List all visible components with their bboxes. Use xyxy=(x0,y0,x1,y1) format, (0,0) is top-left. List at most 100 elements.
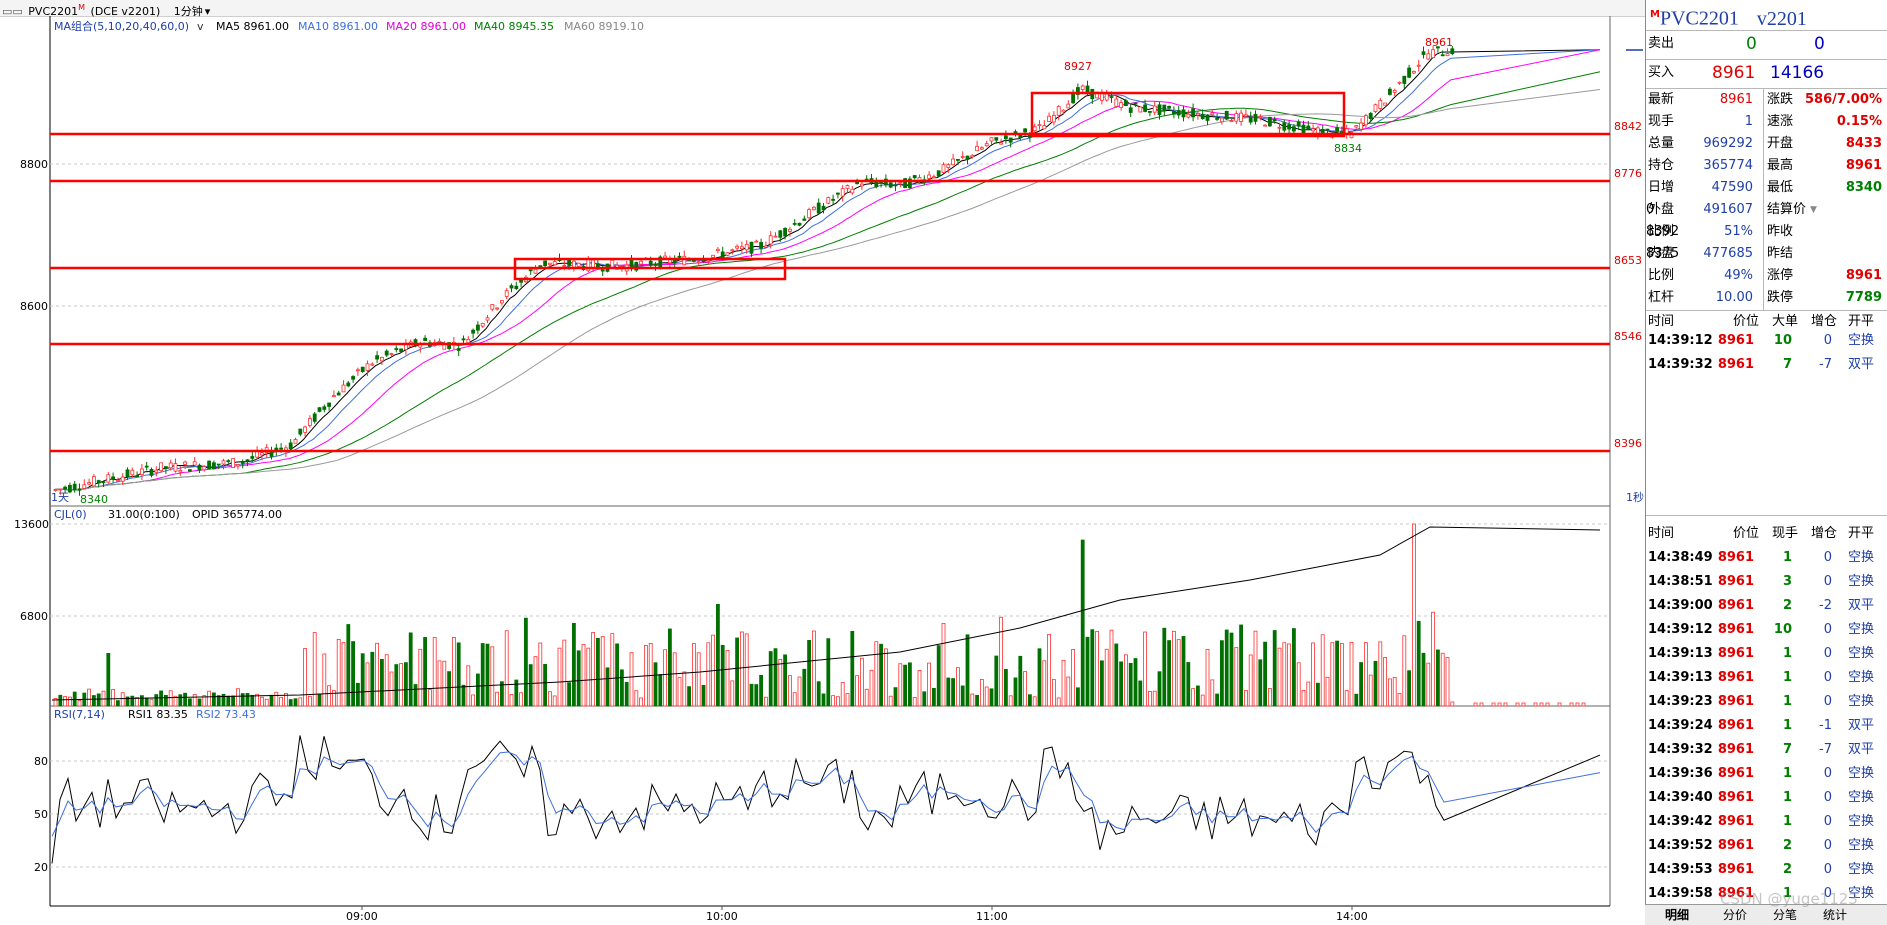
quote-field-value: 969292 xyxy=(1703,136,1753,151)
table-row[interactable]: 14:39:00 8961 2 -2 双平 xyxy=(1646,594,1887,618)
table-row[interactable]: 14:39:53 8961 2 0 空换 xyxy=(1646,858,1887,882)
volume-bar xyxy=(1056,697,1061,707)
volume-bar xyxy=(1220,640,1224,707)
candle-body xyxy=(250,456,255,459)
day-period-label: 1天 xyxy=(51,491,69,504)
hline-label: 8842 xyxy=(1614,120,1642,133)
consolidation-box[interactable] xyxy=(1030,91,1346,138)
volume-bar xyxy=(552,695,557,707)
volume-bar xyxy=(1224,629,1229,707)
column-header: 开平 xyxy=(1848,526,1875,541)
quote-field-label: 杠杆 xyxy=(1648,290,1675,305)
candle-body xyxy=(648,260,653,266)
table-cell: 1 xyxy=(1782,550,1792,565)
tab-trades[interactable]: 分笔 xyxy=(1773,908,1798,922)
volume-bar xyxy=(192,693,197,707)
volume-bar xyxy=(663,649,667,707)
table-row[interactable]: 14:39:52 8961 2 0 空换 xyxy=(1646,834,1887,858)
table-row[interactable]: 14:39:24 8961 1 -1 双平 xyxy=(1646,714,1887,738)
table-row[interactable]: 14:38:49 8961 1 0 空换 xyxy=(1646,546,1887,570)
title-bar: ▭▭ PVC2201M (DCE v2201) 1分钟 ▾ xyxy=(0,0,1645,18)
vol-axis-label: 13600 xyxy=(14,518,49,531)
table-cell: 1 xyxy=(1782,766,1792,781)
candle-body xyxy=(984,143,989,147)
volume-bar xyxy=(533,656,538,707)
chevron-down-icon[interactable]: ▼ xyxy=(1810,205,1817,215)
table-row[interactable]: 14:39:13 8961 1 0 空换 xyxy=(1646,642,1887,666)
quote-field-label: 涨停 xyxy=(1767,268,1794,283)
main-chart[interactable]: MA组合(5,10,20,40,60,0) v MA5 8961.00 MA10… xyxy=(0,16,1645,924)
volume-bar xyxy=(1095,631,1099,707)
candle-body xyxy=(792,223,797,225)
hline-label: 8396 xyxy=(1614,437,1642,450)
volume-bar xyxy=(548,691,552,707)
sell-row: 卖出 0 0 xyxy=(1646,33,1887,55)
candle-body xyxy=(1119,102,1123,108)
rsi1-label: RSI1 83.35 xyxy=(128,708,188,721)
candle-body xyxy=(1023,128,1027,133)
candle-body xyxy=(360,366,365,373)
volume-bar xyxy=(908,662,912,707)
candle-body xyxy=(1037,124,1042,127)
table-cell: 8961 xyxy=(1717,814,1754,829)
period-selector[interactable]: 1分钟 xyxy=(173,4,203,18)
table-row[interactable]: 14:39:42 8961 1 0 空换 xyxy=(1646,810,1887,834)
volume-bar xyxy=(576,650,581,707)
column-header: 增仓 xyxy=(1811,314,1838,329)
candle-body xyxy=(912,175,917,179)
vol-indicator-label[interactable]: CJL(0) xyxy=(54,508,87,521)
volume-bar xyxy=(826,638,831,707)
volume-bar xyxy=(812,630,816,707)
candle-body xyxy=(1191,108,1195,118)
table-cell: 8961 xyxy=(1717,670,1754,685)
tab-stats[interactable]: 统计 xyxy=(1823,908,1848,922)
tab-detail[interactable]: 明细 xyxy=(1665,908,1690,922)
table-row[interactable]: 14:39:12 8961 10 0 空换 xyxy=(1646,618,1887,642)
volume-bar xyxy=(850,630,855,707)
table-row[interactable]: 14:38:51 8961 3 0 空换 xyxy=(1646,570,1887,594)
candle-body xyxy=(288,442,293,450)
chevron-down-icon[interactable]: ▾ xyxy=(204,4,211,18)
candle-body xyxy=(327,402,332,407)
volume-bar xyxy=(1335,640,1339,707)
chevron-down-icon[interactable]: v xyxy=(197,20,204,33)
candle-body xyxy=(197,464,202,471)
candle-body xyxy=(1311,128,1315,132)
column-header: 价位 xyxy=(1733,526,1760,541)
volume-bar xyxy=(1521,702,1526,707)
candle-body xyxy=(1013,131,1018,134)
table-row[interactable]: 14:39:32 8961 7 -7 双平 xyxy=(1646,738,1887,762)
tab-price[interactable]: 分价 xyxy=(1723,908,1748,922)
ma-group-label[interactable]: MA组合(5,10,20,40,60,0) xyxy=(54,19,189,33)
candle-body xyxy=(245,459,250,462)
candle-body xyxy=(1076,87,1080,95)
consolidation-box[interactable] xyxy=(513,257,787,281)
buy-qty: 14166 xyxy=(1770,63,1825,83)
volume-bar xyxy=(1047,633,1051,707)
volume-bar xyxy=(596,637,600,707)
table-row[interactable]: 14:39:32 8961 7 -7 双平 xyxy=(1646,353,1887,377)
volume-bar xyxy=(1176,639,1181,707)
table-row[interactable]: 14:39:58 8961 1 0 空换 xyxy=(1646,882,1887,906)
volume-bar xyxy=(893,687,898,707)
candle-body xyxy=(543,260,547,266)
table-row[interactable]: 14:39:40 8961 1 0 空换 xyxy=(1646,786,1887,810)
table-row[interactable]: 14:39:13 8961 1 0 空换 xyxy=(1646,666,1887,690)
volume-bar xyxy=(1119,661,1123,707)
candle-body xyxy=(370,363,375,366)
quote-row: 日增 47590 最低 8340 xyxy=(1646,177,1887,199)
table-row[interactable]: 14:39:12 8961 10 0 空换 xyxy=(1646,329,1887,353)
candle-body xyxy=(269,451,274,457)
volume-bar xyxy=(341,642,346,707)
quote-field-label: 结算价 xyxy=(1767,202,1807,217)
rsi-indicator-label[interactable]: RSI(7,14) xyxy=(54,708,105,721)
vol-value-label: 31.00(0:100) xyxy=(108,508,180,521)
table-row[interactable]: 14:39:23 8961 1 0 空换 xyxy=(1646,690,1887,714)
table-header: 时间 价位 现手 增仓 开平 xyxy=(1646,522,1887,546)
candle-body xyxy=(759,242,763,249)
candle-body xyxy=(533,268,538,274)
volume-bar xyxy=(355,682,360,707)
volume-bar xyxy=(1491,702,1496,707)
table-row[interactable]: 14:39:36 8961 1 0 空换 xyxy=(1646,762,1887,786)
volume-bar xyxy=(312,632,317,707)
